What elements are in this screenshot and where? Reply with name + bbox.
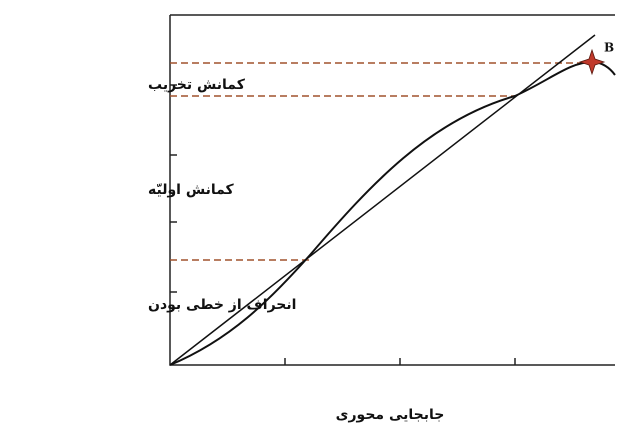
point-marker [578,48,606,76]
guide-lines [170,62,590,261]
y-label: کمانش اولیّه [148,182,235,198]
linear-line [169,34,596,366]
x-label: جابجایی محوری [336,407,445,423]
y-label: انحراف از خطی بودن [148,297,296,313]
ticks [170,84,516,365]
y-label: کمانش تخریب [148,77,246,93]
point-label: B [604,41,614,55]
